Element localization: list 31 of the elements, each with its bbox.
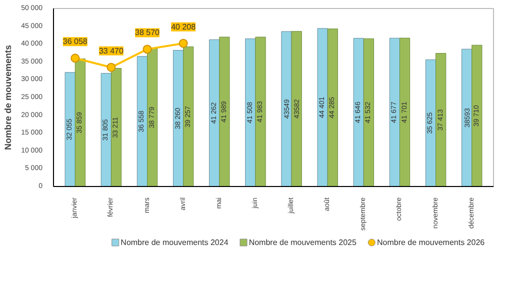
- legend-label: Nombre de mouvements 2024: [120, 238, 229, 247]
- bar: [436, 53, 446, 186]
- bar: [219, 36, 230, 186]
- point: [142, 44, 152, 54]
- bar: [353, 38, 364, 186]
- bar: [472, 44, 482, 186]
- point: [106, 62, 116, 72]
- bar: [399, 38, 410, 186]
- bar: [317, 28, 328, 186]
- data-label: 40 208: [171, 22, 196, 32]
- data-label: 38 570: [135, 28, 160, 38]
- bar: [363, 38, 374, 186]
- bar: [110, 68, 122, 186]
- bar: [209, 39, 220, 186]
- point: [70, 54, 80, 63]
- bar: [183, 46, 194, 186]
- data-label: 33 470: [98, 46, 124, 56]
- bar: [327, 28, 338, 186]
- data-label: 36 058: [62, 37, 88, 46]
- legend-label: Nombre de mouvements 2025: [248, 238, 357, 247]
- bar: [64, 72, 76, 186]
- point: [178, 38, 188, 48]
- bar: [389, 38, 400, 186]
- bar: [255, 36, 266, 186]
- bar: [74, 58, 86, 186]
- bar: [291, 31, 302, 186]
- bar: [245, 38, 256, 186]
- bar: [281, 31, 292, 186]
- bar: [147, 48, 158, 186]
- legend-label: Nombre de mouvements 2026: [376, 238, 486, 247]
- y-axis-title: Nombre de mouvements: [3, 44, 14, 150]
